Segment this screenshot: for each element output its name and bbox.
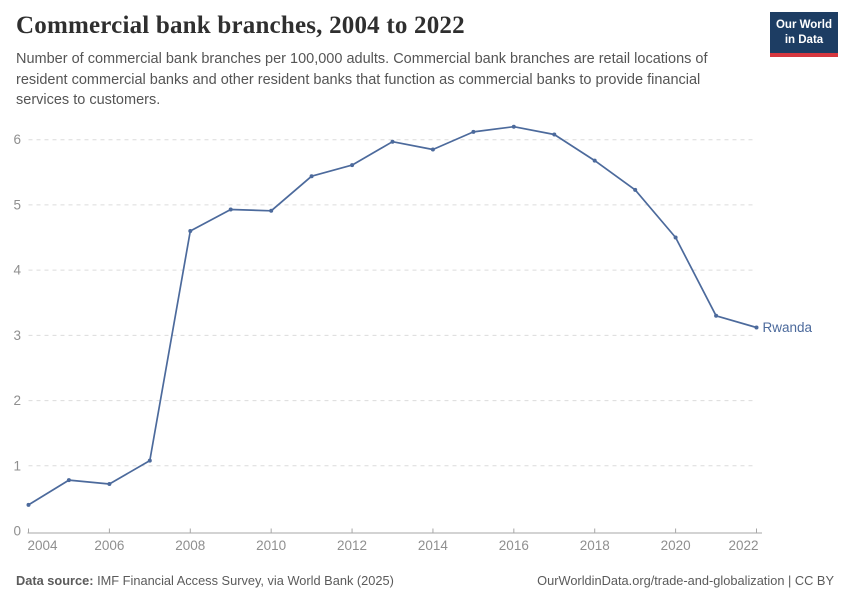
y-axis-label-0: 0 <box>13 524 21 539</box>
data-point-2010[interactable] <box>269 208 274 213</box>
data-line-rwanda[interactable] <box>27 125 758 506</box>
data-point-2007[interactable] <box>147 458 152 463</box>
data-source: Data source: IMF Financial Access Survey… <box>16 573 394 588</box>
data-point-2013[interactable] <box>390 139 395 144</box>
series-end-label-rwanda[interactable]: Rwanda <box>763 320 813 335</box>
x-axis-label-2008: 2008 <box>175 538 205 553</box>
data-point-2004[interactable] <box>26 502 31 507</box>
data-source-label: Data source: <box>16 573 94 588</box>
data-point-2021[interactable] <box>714 313 719 318</box>
data-source-text: IMF Financial Access Survey, via World B… <box>93 573 394 588</box>
x-axis-label-2020: 2020 <box>661 538 691 553</box>
x-axis-label-2016: 2016 <box>499 538 529 553</box>
chart-footer: Data source: IMF Financial Access Survey… <box>16 573 834 588</box>
data-point-2022[interactable] <box>754 325 759 330</box>
data-point-2005[interactable] <box>66 478 71 483</box>
data-point-2006[interactable] <box>107 482 112 486</box>
y-axis-label-1: 1 <box>13 458 21 473</box>
data-point-2016[interactable] <box>511 124 516 129</box>
y-axis-label-5: 5 <box>13 197 21 212</box>
chart-header: Commercial bank branches, 2004 to 2022 N… <box>16 12 834 111</box>
owid-logo-stripe <box>770 52 838 57</box>
x-axis-label-2004: 2004 <box>28 538 59 553</box>
x-axis-label-2014: 2014 <box>418 538 449 553</box>
x-axis-label-2018: 2018 <box>580 538 610 553</box>
owid-logo[interactable]: Our World in Data <box>770 12 838 57</box>
chart-subtitle: Number of commercial bank branches per 1… <box>16 51 708 109</box>
data-point-2012[interactable] <box>350 163 355 168</box>
data-point-2019[interactable] <box>633 187 638 192</box>
y-axis-label-2: 2 <box>13 393 21 408</box>
data-point-2017[interactable] <box>552 132 557 137</box>
x-axis-label-2022: 2022 <box>728 538 758 553</box>
page-title: Commercial bank branches, 2004 to 2022 <box>16 12 465 39</box>
data-point-2008[interactable] <box>188 229 193 233</box>
x-axis-label-2006: 2006 <box>94 538 124 553</box>
x-axis-label-2012: 2012 <box>337 538 367 553</box>
owid-logo-text: Our World in Data <box>770 12 838 53</box>
owid-logo-line1: Our World <box>775 19 832 31</box>
data-point-2011[interactable] <box>309 174 314 179</box>
data-point-2014[interactable] <box>430 147 435 152</box>
data-point-2015[interactable] <box>471 129 476 134</box>
y-axis-label-6: 6 <box>13 132 21 147</box>
x-axis-label-2010: 2010 <box>256 538 286 553</box>
owid-url-link[interactable]: OurWorldinData.org/trade-and-globalizati… <box>537 573 834 588</box>
y-axis-label-3: 3 <box>13 328 21 343</box>
data-point-2009[interactable] <box>228 207 233 212</box>
data-point-2018[interactable] <box>592 158 597 163</box>
data-point-2020[interactable] <box>673 235 678 240</box>
y-axis-label-4: 4 <box>13 263 21 278</box>
owid-logo-line2: in Data <box>784 33 824 46</box>
